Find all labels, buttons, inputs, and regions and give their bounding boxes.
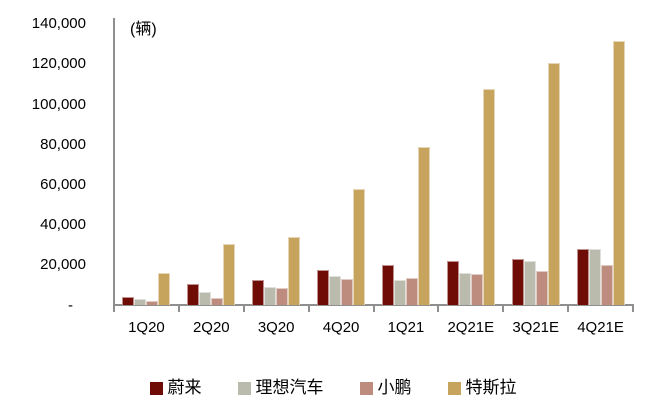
x-axis-tick <box>502 306 505 312</box>
x-axis-tick <box>242 306 245 312</box>
bar <box>511 259 524 305</box>
legend-swatch <box>359 381 373 395</box>
x-axis-label: 2Q21E <box>447 319 495 336</box>
bar <box>393 280 406 305</box>
legend-label: 蔚来 <box>167 378 202 397</box>
bar <box>252 280 265 305</box>
bar <box>576 249 589 305</box>
bar <box>264 287 277 305</box>
bar <box>381 265 394 305</box>
x-axis-labels: 1Q20 2Q20 3Q20 4Q20 1Q21 2Q21E 3Q21E 4Q21E <box>0 319 666 339</box>
bar <box>211 298 224 305</box>
bar <box>470 274 483 305</box>
bar <box>288 237 301 305</box>
bar <box>588 249 601 305</box>
x-axis-tick <box>372 306 375 312</box>
x-axis-tick <box>632 306 634 312</box>
bar <box>535 271 548 305</box>
x-axis-tick <box>177 306 180 312</box>
bar <box>187 284 200 305</box>
bar <box>612 41 625 305</box>
x-axis-tick <box>437 306 440 312</box>
bar <box>199 292 212 305</box>
x-axis-tick <box>113 306 115 312</box>
y-axis-tick-label: 100,000 <box>31 95 86 113</box>
legend-item: 理想汽车 <box>237 378 324 398</box>
x-axis-label: 2Q20 <box>192 319 230 336</box>
y-axis-tick-label: 60,000 <box>40 175 86 193</box>
bar <box>417 147 430 305</box>
legend-label: 理想汽车 <box>255 378 324 397</box>
y-axis-line <box>113 18 115 306</box>
bar <box>600 265 613 305</box>
x-axis-tick <box>567 306 570 312</box>
legend-item: 小鹏 <box>359 378 412 398</box>
bar <box>146 301 159 305</box>
y-axis: 140,000 120,000 100,000 80,000 60,000 40,000 2… <box>0 0 86 340</box>
bar <box>317 270 330 305</box>
bar <box>341 279 354 305</box>
y-axis-tick-label: 20,000 <box>40 256 86 274</box>
legend-item: 蔚来 <box>149 378 202 398</box>
legend-swatch <box>149 381 163 395</box>
bar <box>122 297 135 305</box>
bar <box>276 288 289 305</box>
y-axis-tick-label: - <box>68 296 73 314</box>
bar <box>482 89 495 305</box>
bar <box>158 273 171 305</box>
y-axis-tick-label: 120,000 <box>31 55 86 73</box>
y-axis-tick-label: 40,000 <box>40 216 86 234</box>
x-axis-label: 1Q20 <box>128 319 165 336</box>
x-axis-label: 4Q20 <box>322 319 360 336</box>
legend-swatch <box>237 381 251 395</box>
bar <box>458 273 471 305</box>
bar <box>134 299 147 305</box>
bar <box>547 63 560 305</box>
y-axis-tick-label: 80,000 <box>40 135 86 153</box>
legend-item: 特斯拉 <box>447 378 517 398</box>
bar <box>223 244 236 305</box>
x-axis-tick <box>307 306 310 312</box>
legend: 蔚来 理想汽车 小鹏 特斯拉 <box>0 378 666 398</box>
y-axis-tick-label: 140,000 <box>31 15 86 33</box>
x-axis-label: 3Q21E <box>512 319 560 336</box>
plot-area <box>114 18 633 305</box>
bar <box>405 278 418 305</box>
bar <box>329 276 342 305</box>
unit-label: (辆) <box>130 21 157 38</box>
x-axis-label: 4Q21E <box>577 319 624 336</box>
x-axis-label: 3Q20 <box>257 319 295 336</box>
legend-label: 小鹏 <box>377 378 412 397</box>
bar <box>353 189 366 305</box>
legend-label: 特斯拉 <box>465 378 517 397</box>
legend-swatch <box>447 381 461 395</box>
x-axis-label: 1Q21 <box>387 319 425 336</box>
bar <box>446 261 459 305</box>
bar <box>523 261 536 305</box>
x-axis-line <box>113 304 634 306</box>
